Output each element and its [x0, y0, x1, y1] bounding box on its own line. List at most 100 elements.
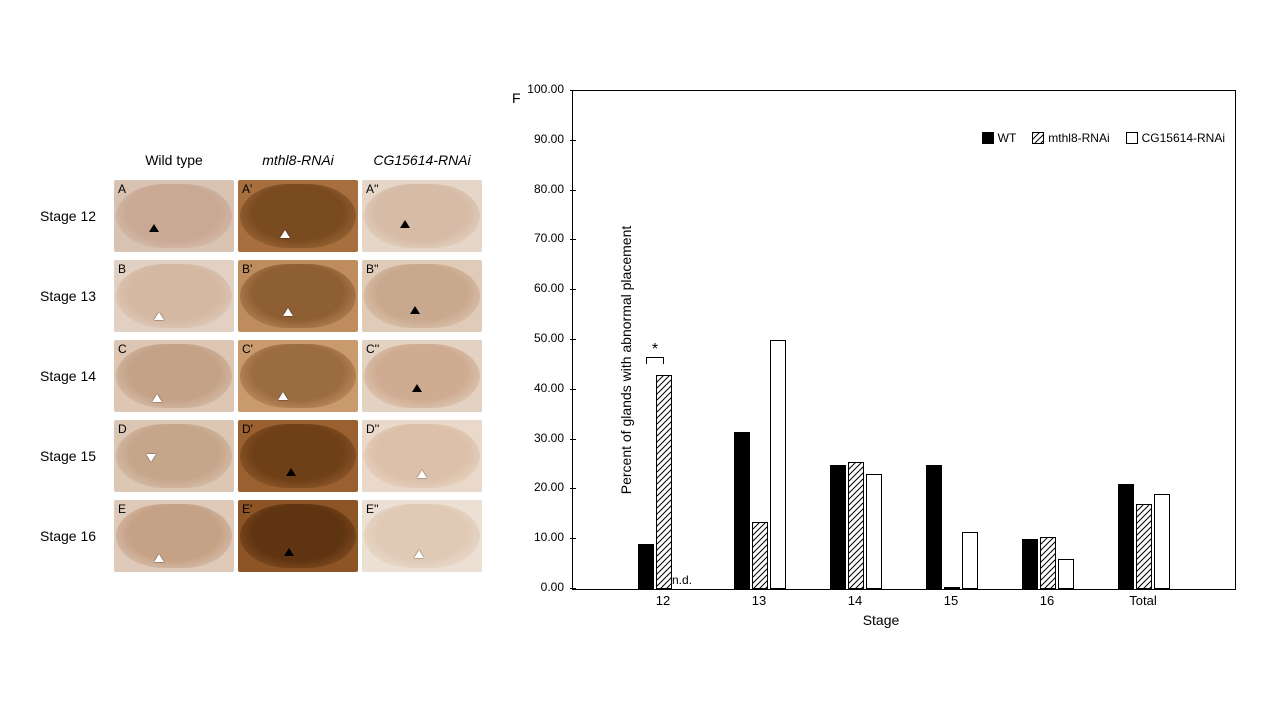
- embryo-image: A'': [362, 180, 482, 252]
- embryo-image: C: [114, 340, 234, 412]
- chart-bar: [830, 465, 846, 590]
- y-tick: 40.00: [566, 389, 576, 390]
- embryo-image: B: [114, 260, 234, 332]
- row-label-stage: Stage 15: [40, 448, 110, 464]
- chart-bar: [1022, 539, 1038, 589]
- embryo-image-grid: Wild type mthl8-RNAi CG15614-RNAi Stage …: [40, 146, 482, 574]
- panel-letter: D: [118, 422, 127, 436]
- y-tick: 0.00: [566, 588, 576, 589]
- chart-panel-letter: F: [512, 90, 521, 106]
- legend-item: WT: [982, 131, 1017, 145]
- x-tick-label: 15: [944, 593, 958, 608]
- arrowhead-marker: [149, 224, 159, 232]
- arrowhead-marker: [417, 470, 427, 478]
- panel-letter: D'': [366, 422, 379, 436]
- y-tick-label: 60.00: [534, 281, 564, 295]
- col-header-0: Wild type: [114, 152, 234, 168]
- arrowhead-marker: [280, 230, 290, 238]
- x-tick-label: 14: [848, 593, 862, 608]
- y-tick: 10.00: [566, 538, 576, 539]
- legend-item: mthl8-RNAi: [1032, 131, 1109, 145]
- chart-plot-area: WT mthl8-RNAi CG15614-RNAi n.d. *: [572, 90, 1236, 590]
- y-tick: 70.00: [566, 239, 576, 240]
- arrowhead-marker: [284, 548, 294, 556]
- y-tick-label: 90.00: [534, 132, 564, 146]
- chart-bar: [1136, 504, 1152, 589]
- arrowhead-marker: [154, 554, 164, 562]
- y-tick-label: 50.00: [534, 331, 564, 345]
- col-header-1: mthl8-RNAi: [238, 152, 358, 168]
- panel-letter: E': [242, 502, 252, 516]
- panel-letter: C: [118, 342, 127, 356]
- arrowhead-marker: [412, 384, 422, 392]
- row-label-stage: Stage 14: [40, 368, 110, 384]
- embryo-image: D: [114, 420, 234, 492]
- x-tick-label: 16: [1040, 593, 1054, 608]
- panel-letter: A'': [366, 182, 379, 196]
- y-tick-label: 30.00: [534, 431, 564, 445]
- nd-annotation: n.d.: [672, 573, 692, 587]
- significance-star: *: [652, 341, 658, 359]
- embryo-image: D': [238, 420, 358, 492]
- chart-bar: [866, 474, 882, 589]
- y-tick-label: 80.00: [534, 182, 564, 196]
- chart-bar: [770, 340, 786, 589]
- chart-bar: [752, 522, 768, 589]
- chart-bar: [638, 544, 654, 589]
- chart-bar: [944, 587, 960, 589]
- legend-item: CG15614-RNAi: [1126, 131, 1225, 145]
- col-header-2: CG15614-RNAi: [362, 152, 482, 168]
- arrowhead-marker: [283, 308, 293, 316]
- embryo-image: E': [238, 500, 358, 572]
- figure-container: Wild type mthl8-RNAi CG15614-RNAi Stage …: [40, 30, 1240, 690]
- y-tick: 100.00: [566, 90, 576, 91]
- y-tick-label: 40.00: [534, 381, 564, 395]
- panel-letter: B': [242, 262, 252, 276]
- panel-letter: C': [242, 342, 253, 356]
- x-axis-label: Stage: [863, 612, 900, 628]
- arrowhead-marker: [154, 312, 164, 320]
- chart-bar: [1118, 484, 1134, 589]
- embryo-image: E: [114, 500, 234, 572]
- arrowhead-marker: [286, 468, 296, 476]
- arrowhead-marker: [410, 306, 420, 314]
- panel-letter: E: [118, 502, 126, 516]
- embryo-image: B'': [362, 260, 482, 332]
- y-tick: 90.00: [566, 140, 576, 141]
- y-tick-label: 70.00: [534, 231, 564, 245]
- y-tick: 80.00: [566, 190, 576, 191]
- chart-bar: [848, 462, 864, 589]
- x-tick-label: 13: [752, 593, 766, 608]
- y-tick-label: 100.00: [527, 82, 564, 96]
- panel-letter: B: [118, 262, 126, 276]
- panel-letter: E'': [366, 502, 379, 516]
- legend-label: mthl8-RNAi: [1048, 131, 1109, 145]
- chart-bar: [1154, 494, 1170, 589]
- chart-bar: [1058, 559, 1074, 589]
- embryo-image: A: [114, 180, 234, 252]
- panel-letter: B'': [366, 262, 379, 276]
- arrowhead-marker: [400, 220, 410, 228]
- chart-bar: [962, 532, 978, 589]
- row-label-stage: Stage 16: [40, 528, 110, 544]
- embryo-image: E'': [362, 500, 482, 572]
- chart-bar: [926, 465, 942, 590]
- bar-chart-panel: F Percent of glands with abnormal placem…: [522, 90, 1240, 630]
- panel-letter: D': [242, 422, 253, 436]
- arrowhead-marker: [152, 394, 162, 402]
- y-tick: 30.00: [566, 439, 576, 440]
- y-tick: 50.00: [566, 339, 576, 340]
- legend-swatch: [1032, 132, 1044, 144]
- row-label-stage: Stage 13: [40, 288, 110, 304]
- chart-bar: [1040, 537, 1056, 589]
- y-tick-label: 0.00: [541, 580, 564, 594]
- embryo-image: C': [238, 340, 358, 412]
- chart-legend: WT mthl8-RNAi CG15614-RNAi: [982, 131, 1225, 145]
- legend-swatch: [1126, 132, 1138, 144]
- panel-letter: A: [118, 182, 126, 196]
- legend-label: CG15614-RNAi: [1142, 131, 1225, 145]
- panel-letter: A': [242, 182, 252, 196]
- legend-swatch: [982, 132, 994, 144]
- y-tick-label: 10.00: [534, 530, 564, 544]
- arrowhead-marker: [146, 454, 156, 462]
